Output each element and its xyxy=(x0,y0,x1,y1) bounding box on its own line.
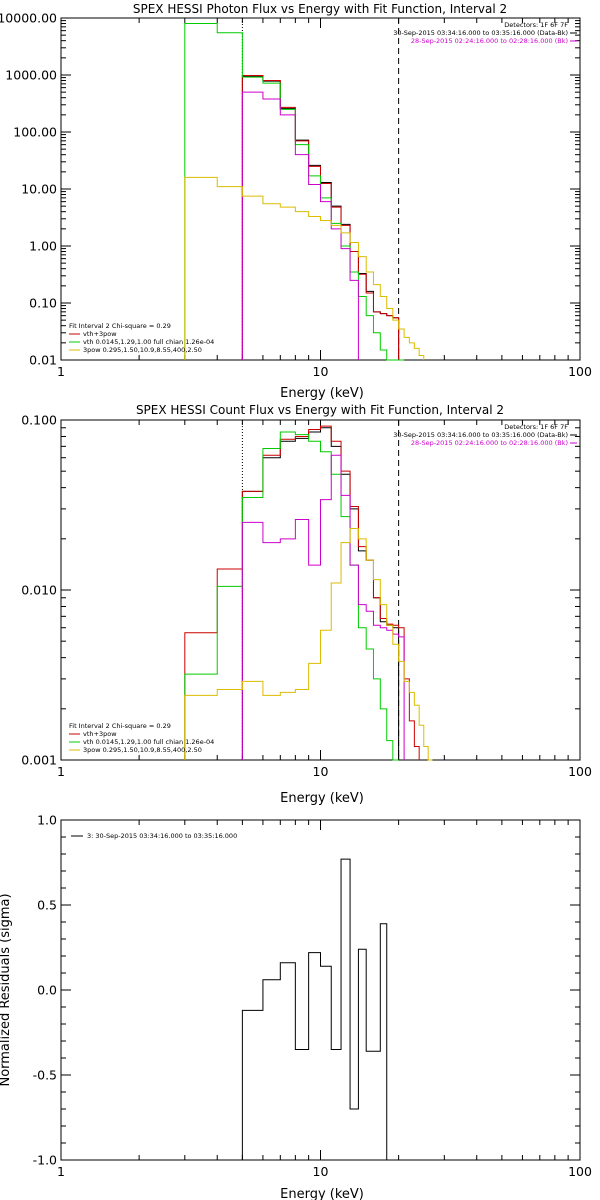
x-tick-label: 10 xyxy=(313,364,329,379)
series-line xyxy=(184,431,399,761)
y-axis-label: Normalized Residuals (sigma) xyxy=(0,893,13,1086)
series-line xyxy=(184,528,433,761)
y-tick-label: 0.10 xyxy=(29,296,57,311)
series-line xyxy=(241,427,400,760)
x-axis-label: Energy (keV) xyxy=(280,1187,364,1200)
x-tick-label: 1 xyxy=(57,764,65,779)
series-line xyxy=(241,91,359,360)
y-tick-label: 10000.00 xyxy=(0,11,57,26)
fit-info-text: vth 0.0145,1.29,1.00 full chian 1.26e-04 xyxy=(83,738,214,746)
x-axis-label: Energy (keV) xyxy=(280,386,364,401)
fit-info-text: 3pow 0.295,1.50,10.9,8.55,400,2.50 xyxy=(83,746,202,754)
y-tick-label: -0.5 xyxy=(33,1068,57,1083)
residuals-panel: Energy (keV) Normalized Residuals (sigma… xyxy=(0,813,592,1200)
x-tick-label: 1 xyxy=(57,1164,65,1179)
series-line xyxy=(184,176,425,360)
fit-info-text: vth 0.0145,1.29,1.00 full chian 1.26e-04 xyxy=(83,338,214,346)
fit-info-text: vth+3pow xyxy=(83,330,117,338)
x-tick-label: 100 xyxy=(568,1164,592,1179)
series-line xyxy=(241,858,388,1160)
y-tick-label: 0.010 xyxy=(21,583,57,598)
annotation-text: Detectors: 1F 6F 7F xyxy=(504,423,568,431)
y-tick-label: 100.00 xyxy=(13,125,57,140)
x-tick-label: 10 xyxy=(313,1164,329,1179)
annotation-text: 28-Sep-2015 02:24:16.000 to 02:28:16.000… xyxy=(411,37,568,45)
count-flux-panel: SPEX HESSI Count Flux vs Energy with Fit… xyxy=(21,403,592,806)
annotation-text: 28-Sep-2015 02:24:16.000 to 02:28:16.000… xyxy=(411,439,568,447)
y-tick-label: 1.00 xyxy=(29,239,57,254)
annotation-text: 30-Sep-2015 03:34:16.000 to 03:35:16.000… xyxy=(393,431,568,439)
series-line xyxy=(184,425,420,760)
annotation-text: 30-Sep-2015 03:34:16.000 to 03:35:16.000… xyxy=(393,29,568,37)
x-tick-label: 10 xyxy=(313,764,329,779)
chart-title: SPEX HESSI Photon Flux vs Energy with Fi… xyxy=(133,2,507,16)
plot-frame xyxy=(60,419,581,761)
photon-flux-panel: SPEX HESSI Photon Flux vs Energy with Fi… xyxy=(0,2,592,401)
fit-info-text: Fit Interval 2 Chi-square = 0.29 xyxy=(69,722,171,730)
legend-label: 3: 30-Sep-2015 03:34:16.000 to 03:35:16.… xyxy=(87,832,237,840)
y-tick-label: 0.100 xyxy=(21,413,57,428)
x-tick-label: 1 xyxy=(57,364,65,379)
x-tick-label: 100 xyxy=(568,364,592,379)
fit-info-text: Fit Interval 2 Chi-square = 0.29 xyxy=(69,322,171,330)
y-tick-label: 0.001 xyxy=(21,753,57,768)
y-tick-label: -1.0 xyxy=(33,1153,57,1168)
plot-frame xyxy=(60,819,581,1161)
y-tick-label: 0.5 xyxy=(37,898,57,913)
series-line xyxy=(184,23,405,361)
annotation-text: Detectors: 1F 6F 7F xyxy=(504,21,568,29)
series-line xyxy=(241,75,405,361)
y-tick-label: 0.0 xyxy=(37,983,57,998)
fit-info-text: 3pow 0.295,1.50,10.9,8.55,400,2.50 xyxy=(83,346,202,354)
x-axis-label: Energy (keV) xyxy=(280,791,364,806)
chart-title: SPEX HESSI Count Flux vs Energy with Fit… xyxy=(136,403,504,417)
y-tick-label: 0.01 xyxy=(29,353,57,368)
x-tick-label: 100 xyxy=(568,764,592,779)
y-tick-label: 1000.00 xyxy=(5,68,57,83)
fit-info-text: vth+3pow xyxy=(83,730,117,738)
y-tick-label: 10.00 xyxy=(21,182,57,197)
y-tick-label: 1.0 xyxy=(37,813,57,828)
